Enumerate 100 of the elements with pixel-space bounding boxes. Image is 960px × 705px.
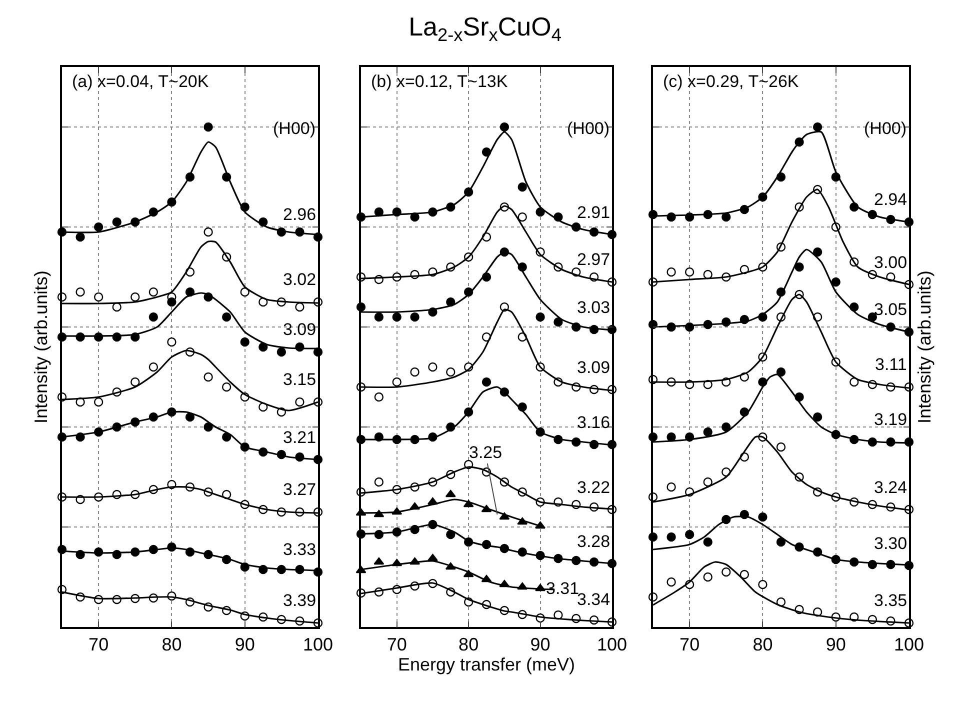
series-label: 3.09 xyxy=(577,358,610,377)
series-label: 3.02 xyxy=(283,270,316,289)
series-label: 3.24 xyxy=(874,478,908,497)
point xyxy=(276,347,286,357)
point xyxy=(410,312,420,322)
point xyxy=(295,397,304,407)
point xyxy=(204,372,213,382)
x-tick-label: 100 xyxy=(894,634,924,654)
chart-title: La$_{2-x}$Sr$_{x}$CuO$_{4}$ xyxy=(408,12,562,46)
x-tick-label: 90 xyxy=(826,634,846,654)
point xyxy=(446,367,456,377)
series-label: 3.21 xyxy=(283,428,316,447)
chart-subtitle: (b) x=0.12, T~13K xyxy=(371,72,508,91)
series-label: 3.09 xyxy=(283,320,316,339)
point xyxy=(374,312,384,322)
point xyxy=(518,182,527,192)
point xyxy=(112,217,122,227)
point xyxy=(776,537,786,547)
point xyxy=(374,477,384,487)
point xyxy=(831,277,840,287)
point xyxy=(684,267,694,277)
x-tick-label: 70 xyxy=(88,634,109,654)
point xyxy=(703,572,712,582)
point xyxy=(130,292,140,302)
point xyxy=(703,477,712,487)
chart-subtitle: (c) x=0.29, T~26K xyxy=(663,72,800,91)
chart-subtitle: (a) x=0.04, T~20K xyxy=(72,72,210,91)
point xyxy=(482,377,492,387)
annotation: (H00) xyxy=(273,119,316,138)
point xyxy=(204,422,213,432)
point xyxy=(794,262,804,272)
point xyxy=(410,367,420,377)
point xyxy=(722,212,731,222)
series-label: 3.28 xyxy=(577,532,610,551)
series-label: 2.94 xyxy=(874,190,908,209)
point xyxy=(167,297,176,307)
x-tick-label: 80 xyxy=(162,634,182,654)
series-label: 3.16 xyxy=(577,413,610,432)
point xyxy=(392,312,402,322)
x-tick-label: 70 xyxy=(386,634,407,654)
x-tick-label: 100 xyxy=(302,634,334,654)
series-label: 3.11 xyxy=(875,355,907,374)
point xyxy=(703,537,712,547)
series-label: 3.27 xyxy=(283,480,316,499)
series-label: 3.31 xyxy=(546,579,580,598)
point xyxy=(204,227,213,237)
point xyxy=(812,122,822,132)
series-label: 3.03 xyxy=(577,298,610,317)
x-tick-label: 80 xyxy=(752,634,773,654)
point xyxy=(812,247,822,257)
point xyxy=(240,287,250,297)
series-label: 3.39 xyxy=(283,591,316,610)
point xyxy=(240,337,250,347)
point xyxy=(148,362,158,372)
point xyxy=(758,512,768,522)
point xyxy=(666,432,676,442)
point xyxy=(204,122,213,132)
point xyxy=(295,302,304,312)
point xyxy=(374,557,384,565)
point xyxy=(703,427,712,437)
series-label: 3.19 xyxy=(874,410,908,429)
point xyxy=(684,530,694,540)
x-tick-label: 90 xyxy=(234,634,255,654)
point xyxy=(392,377,402,387)
point xyxy=(518,212,527,222)
point xyxy=(500,122,510,132)
point xyxy=(167,337,176,347)
point xyxy=(554,317,563,327)
point xyxy=(666,532,676,542)
point xyxy=(666,577,676,587)
annotation: (H00) xyxy=(567,119,610,138)
point xyxy=(94,292,104,302)
series-label: 3.33 xyxy=(283,540,316,559)
point xyxy=(666,482,676,492)
point xyxy=(148,287,158,297)
point xyxy=(222,382,232,392)
point xyxy=(222,312,232,322)
point xyxy=(850,377,859,387)
point xyxy=(76,232,85,242)
point xyxy=(812,412,822,422)
point xyxy=(776,367,786,377)
point xyxy=(428,362,438,372)
y-axis-title: Intensity (arb.units) xyxy=(30,270,51,424)
point xyxy=(536,312,545,322)
series-label: 2.97 xyxy=(577,250,610,269)
point xyxy=(758,580,768,590)
point xyxy=(776,442,786,452)
x-tick-label: 100 xyxy=(596,634,628,654)
series-label: 2.91 xyxy=(577,203,610,222)
series-label: 3.34 xyxy=(577,590,610,609)
point xyxy=(666,267,676,277)
point xyxy=(94,222,104,232)
point xyxy=(445,490,456,498)
y-axis-title: Intensity (arb.units) xyxy=(914,270,934,424)
x-tick-label: 70 xyxy=(680,634,700,654)
point xyxy=(94,397,104,407)
point xyxy=(148,312,158,322)
series-label: 3.05 xyxy=(874,300,908,319)
series-label: 3.15 xyxy=(283,370,316,389)
point xyxy=(722,422,731,432)
